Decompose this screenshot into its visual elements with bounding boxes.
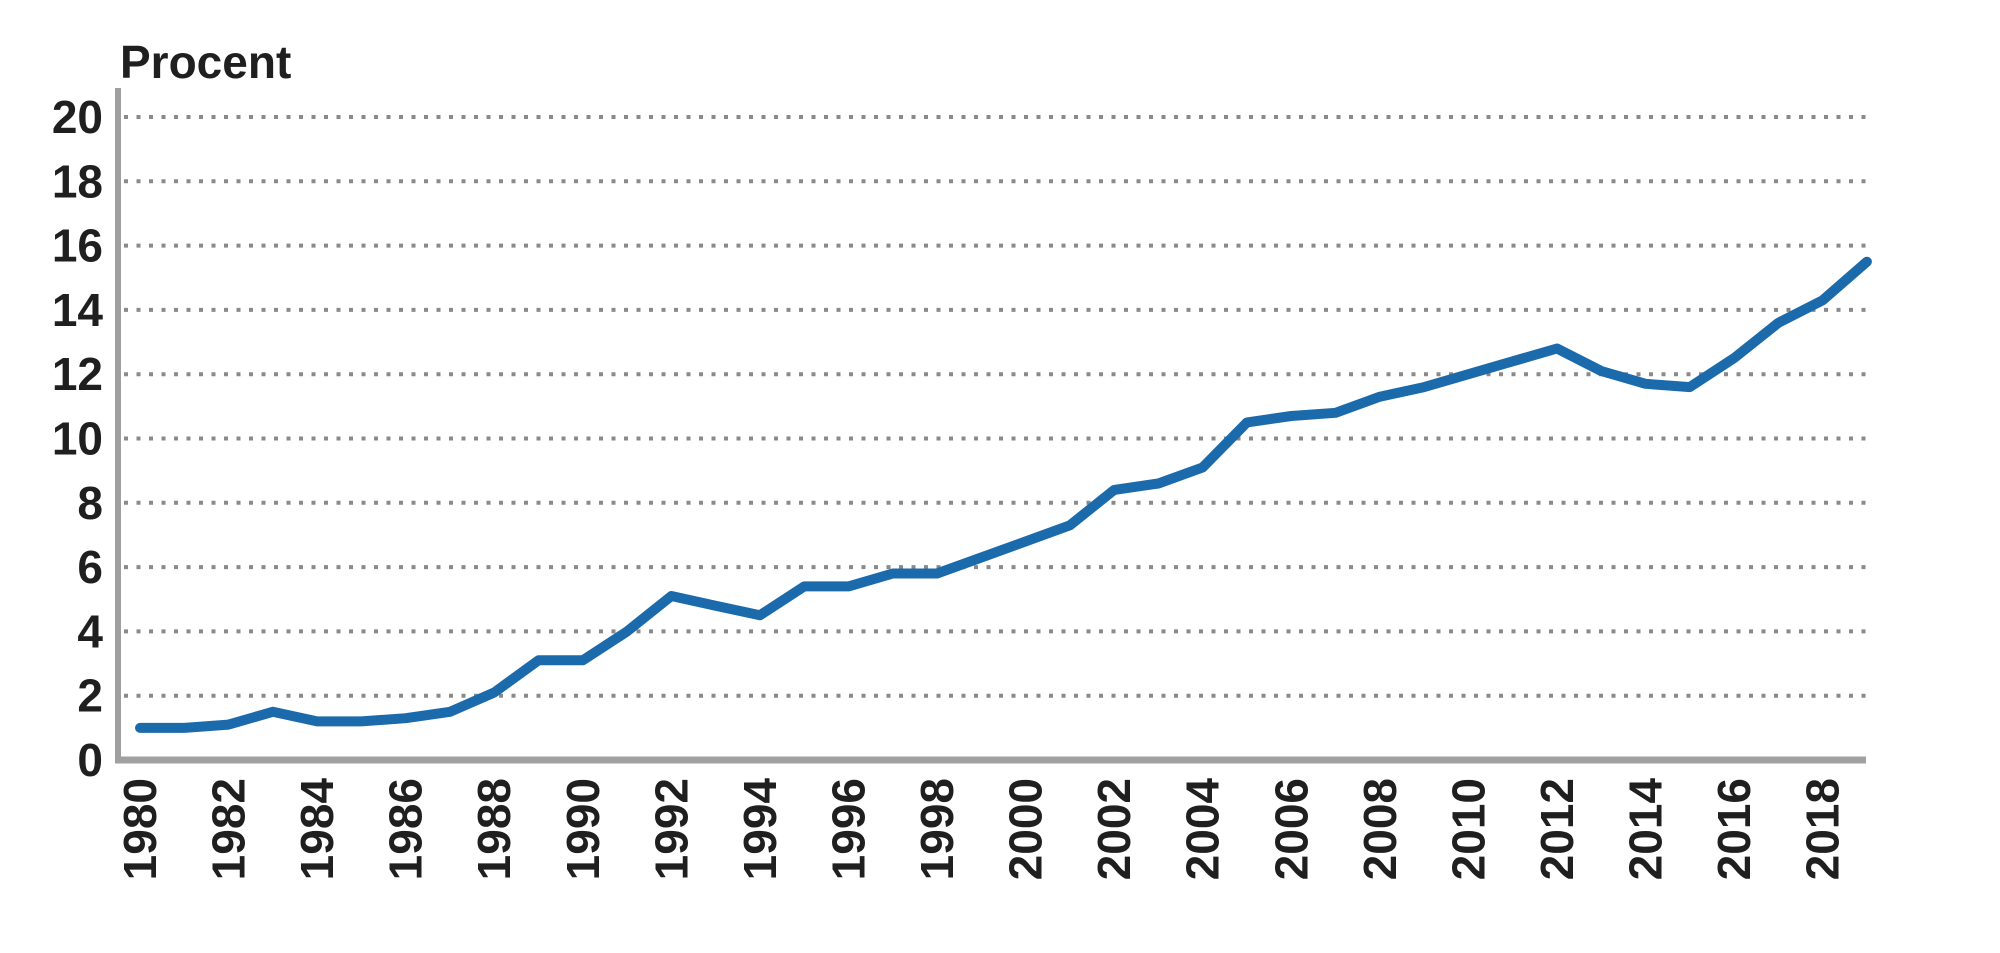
x-axis-tick-label: 1994 — [734, 778, 786, 881]
x-axis-tick-label: 1984 — [291, 778, 343, 881]
y-axis-tick-label: 16 — [52, 220, 103, 272]
x-axis-tick-label: 2002 — [1088, 778, 1140, 880]
x-axis-tick-labels: 1980 1982 1984 1986 1988 1990 1992 1994 1996 1998… — [114, 778, 1849, 881]
y-axis-tick-label: 12 — [52, 348, 103, 400]
y-axis-tick-label: 10 — [52, 413, 103, 465]
x-axis-tick-label: 2014 — [1620, 778, 1672, 881]
x-axis-tick-label: 1988 — [468, 778, 520, 880]
x-axis-tick-label: 1986 — [380, 778, 432, 880]
y-axis-tick-label: 0 — [77, 734, 103, 786]
x-axis-tick-label: 1992 — [645, 778, 697, 880]
y-axis-tick-labels: 0 2 4 6 8 10 12 14 16 18 20 — [52, 91, 104, 786]
x-axis-tick-label: 2004 — [1177, 778, 1229, 881]
y-axis-tick-label: 6 — [77, 541, 103, 593]
y-axis-tick-label: 20 — [52, 91, 103, 143]
y-axis-tick-label: 2 — [77, 670, 103, 722]
x-axis-tick-label: 2012 — [1531, 778, 1583, 880]
x-axis-tick-label: 1982 — [203, 778, 255, 880]
x-axis-tick-label: 1980 — [114, 778, 166, 880]
y-axis-tick-label: 8 — [77, 477, 103, 529]
x-axis-tick-label: 2010 — [1442, 778, 1494, 880]
x-axis-tick-label: 2006 — [1265, 778, 1317, 880]
x-axis-tick-label: 2000 — [1000, 778, 1052, 880]
x-axis-tick-label: 1990 — [557, 778, 609, 880]
x-axis-tick-label: 2008 — [1354, 778, 1406, 880]
trend-line — [135, 256, 1872, 733]
y-axis-tick-label: 4 — [77, 605, 103, 657]
y-axis-title: Procent — [120, 36, 291, 88]
x-axis-tick-label: 1998 — [911, 778, 963, 880]
gridlines — [124, 115, 1866, 698]
x-axis-tick-label: 2016 — [1708, 778, 1760, 880]
y-axis-tick-label: 14 — [52, 284, 104, 336]
y-axis-tick-label: 18 — [52, 155, 103, 207]
x-axis-tick-label: 2018 — [1797, 778, 1849, 880]
x-axis-tick-label: 1996 — [822, 778, 874, 880]
